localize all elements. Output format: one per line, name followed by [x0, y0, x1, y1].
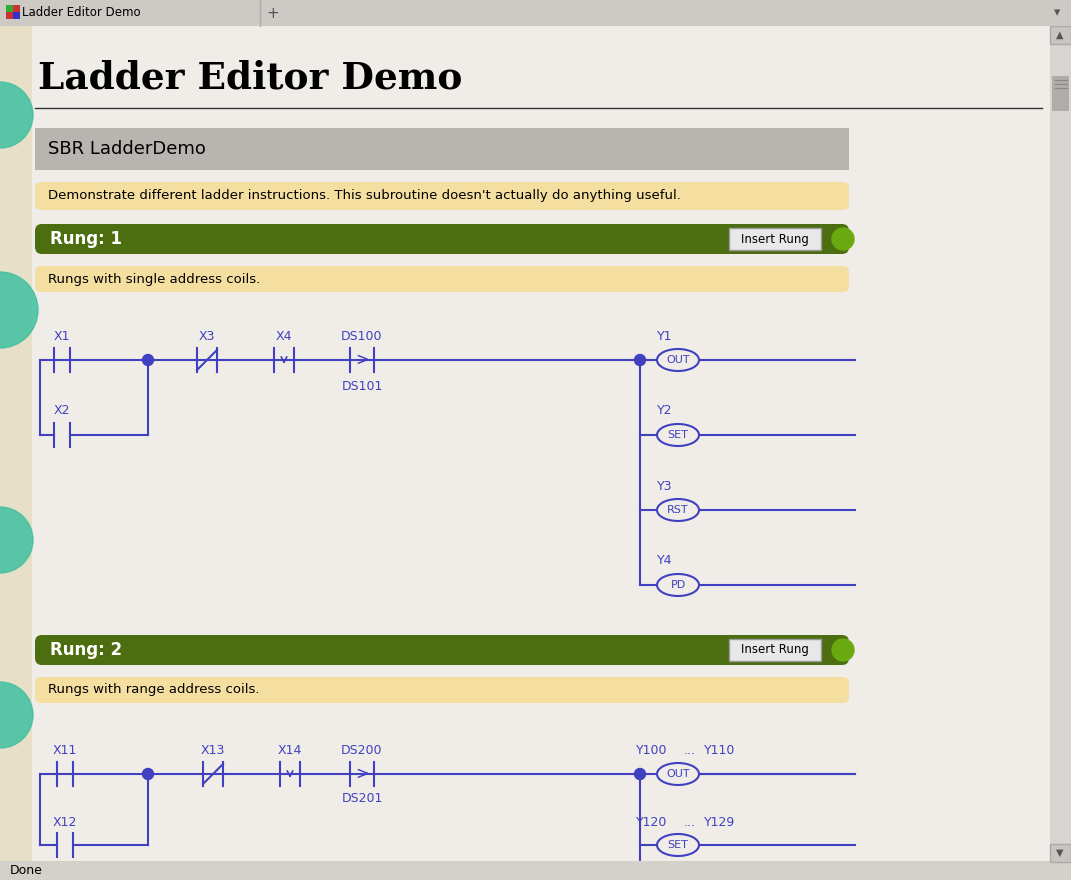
Ellipse shape	[657, 424, 699, 446]
Text: X2: X2	[54, 405, 71, 417]
Text: DS100: DS100	[342, 329, 382, 342]
Text: X4: X4	[275, 329, 292, 342]
FancyBboxPatch shape	[6, 5, 20, 19]
Text: Y110: Y110	[705, 744, 736, 757]
FancyBboxPatch shape	[1050, 26, 1071, 880]
Text: X13: X13	[201, 744, 225, 757]
Text: X11: X11	[52, 744, 77, 757]
Text: ...: ...	[684, 816, 696, 828]
Text: OUT: OUT	[666, 769, 690, 779]
Text: DS201: DS201	[342, 791, 382, 804]
Text: Done: Done	[10, 863, 43, 876]
Text: Rungs with single address coils.: Rungs with single address coils.	[48, 273, 260, 285]
Circle shape	[634, 355, 646, 365]
Text: Demonstrate different ladder instructions. This subroutine doesn't actually do a: Demonstrate different ladder instruction…	[48, 189, 681, 202]
Text: ...: ...	[684, 744, 696, 757]
FancyBboxPatch shape	[35, 128, 849, 170]
Circle shape	[832, 228, 854, 250]
FancyBboxPatch shape	[35, 182, 849, 210]
Text: Ladder Editor Demo: Ladder Editor Demo	[22, 6, 140, 19]
Text: SET: SET	[667, 430, 689, 440]
Text: +: +	[267, 5, 280, 20]
FancyBboxPatch shape	[35, 266, 849, 292]
Circle shape	[634, 768, 646, 780]
FancyBboxPatch shape	[1050, 26, 1071, 44]
Text: SBR LadderDemo: SBR LadderDemo	[48, 140, 206, 158]
FancyBboxPatch shape	[1052, 76, 1069, 111]
FancyBboxPatch shape	[35, 224, 849, 254]
FancyBboxPatch shape	[0, 26, 1050, 880]
Text: OUT: OUT	[666, 355, 690, 365]
FancyBboxPatch shape	[13, 12, 20, 19]
Text: ▾: ▾	[1054, 6, 1060, 19]
FancyBboxPatch shape	[0, 861, 1071, 880]
Text: Insert Rung: Insert Rung	[741, 232, 809, 246]
Text: X12: X12	[52, 816, 77, 828]
Text: ▲: ▲	[1056, 30, 1064, 40]
Text: DS200: DS200	[342, 744, 382, 757]
Text: Y2: Y2	[658, 405, 673, 417]
Text: X14: X14	[277, 744, 302, 757]
Ellipse shape	[657, 834, 699, 856]
Text: Y100: Y100	[636, 744, 667, 757]
Text: Y3: Y3	[658, 480, 673, 493]
FancyBboxPatch shape	[0, 0, 1071, 26]
Circle shape	[832, 639, 854, 661]
Ellipse shape	[657, 763, 699, 785]
Text: Rungs with range address coils.: Rungs with range address coils.	[48, 684, 259, 696]
Text: >: >	[355, 351, 369, 369]
Text: Rung: 2: Rung: 2	[50, 641, 122, 659]
FancyBboxPatch shape	[35, 677, 849, 703]
FancyBboxPatch shape	[6, 5, 13, 12]
Text: Y4: Y4	[658, 554, 673, 568]
Circle shape	[142, 768, 153, 780]
FancyBboxPatch shape	[729, 228, 821, 250]
FancyBboxPatch shape	[0, 26, 32, 880]
Text: Y1: Y1	[658, 329, 673, 342]
FancyBboxPatch shape	[1050, 844, 1071, 862]
FancyBboxPatch shape	[729, 639, 821, 661]
Circle shape	[0, 682, 33, 748]
Text: Insert Rung: Insert Rung	[741, 643, 809, 656]
Circle shape	[0, 82, 33, 148]
Text: PD: PD	[670, 580, 685, 590]
Text: X1: X1	[54, 329, 71, 342]
Text: SET: SET	[667, 840, 689, 850]
Text: RST: RST	[667, 505, 689, 515]
Ellipse shape	[657, 574, 699, 596]
Text: Y120: Y120	[636, 816, 667, 828]
Text: ▼: ▼	[1056, 848, 1064, 858]
Text: X3: X3	[199, 329, 215, 342]
Text: Ladder Editor Demo: Ladder Editor Demo	[37, 60, 463, 97]
Ellipse shape	[657, 499, 699, 521]
Text: >: >	[355, 765, 369, 783]
Circle shape	[0, 507, 33, 573]
Text: Rung: 1: Rung: 1	[50, 230, 122, 248]
Circle shape	[0, 272, 37, 348]
Text: Y129: Y129	[705, 816, 736, 828]
FancyBboxPatch shape	[35, 635, 849, 665]
Circle shape	[142, 355, 153, 365]
Text: DS101: DS101	[342, 379, 382, 392]
Ellipse shape	[657, 349, 699, 371]
